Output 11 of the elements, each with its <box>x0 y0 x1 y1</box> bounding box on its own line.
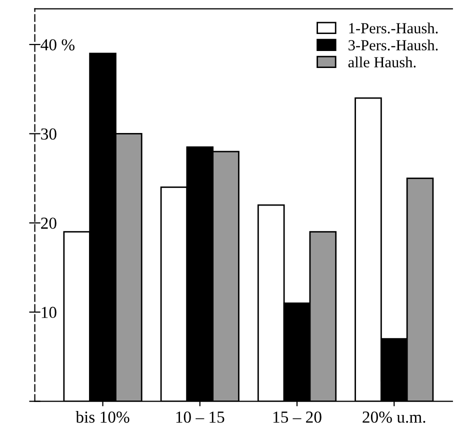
legend-label: 1-Pers.-Haush. <box>349 22 438 34</box>
y-tick-label: 10 <box>42 306 56 318</box>
x-tick-label: 15 – 20 <box>273 412 322 423</box>
legend-label: alle Haush. <box>348 56 416 68</box>
x-tick-label: 20% u.m. <box>362 412 426 423</box>
y-tick-label: 40 % <box>40 39 75 50</box>
x-tick-label: 10 – 15 <box>176 412 224 423</box>
legend-label: 3-Pers.-Haush. <box>348 40 438 50</box>
y-tick-label: 20 <box>41 218 56 229</box>
y-tick-label: 30 <box>41 128 56 140</box>
x-tick-label: bis 10% <box>76 411 130 423</box>
